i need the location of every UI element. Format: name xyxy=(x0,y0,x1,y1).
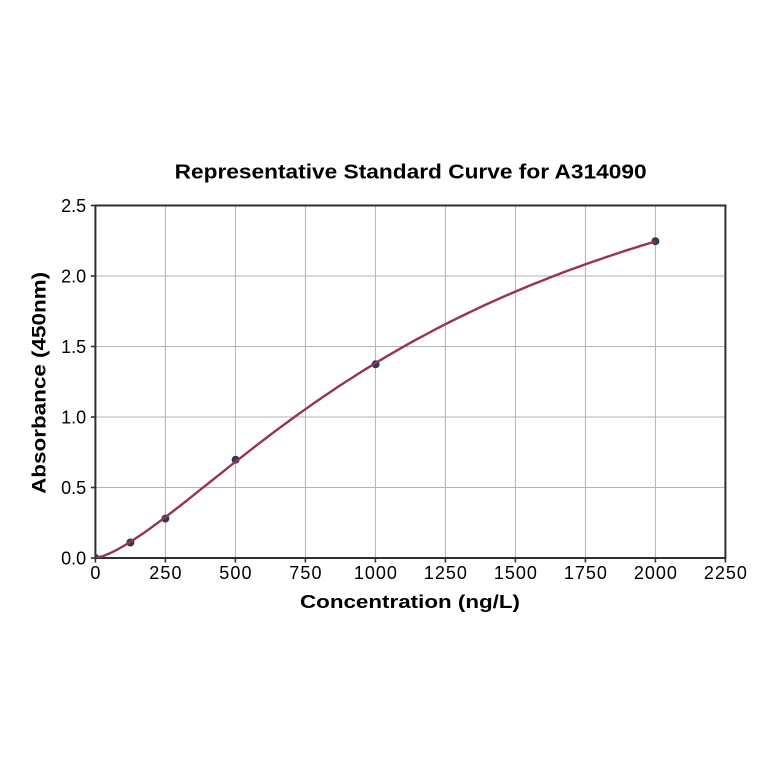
svg-text:0: 0 xyxy=(90,563,100,583)
svg-text:2.0: 2.0 xyxy=(61,267,86,287)
svg-text:1.0: 1.0 xyxy=(61,408,86,428)
svg-text:2.5: 2.5 xyxy=(61,196,86,216)
svg-text:1000: 1000 xyxy=(354,563,397,583)
svg-text:1250: 1250 xyxy=(424,563,467,583)
svg-text:Absorbance (450nm): Absorbance (450nm) xyxy=(29,272,50,494)
svg-text:2000: 2000 xyxy=(634,563,677,583)
svg-text:1500: 1500 xyxy=(494,563,537,583)
svg-text:Concentration (ng/L): Concentration (ng/L) xyxy=(300,592,520,612)
svg-text:500: 500 xyxy=(219,563,251,583)
svg-text:750: 750 xyxy=(289,563,321,583)
svg-text:1750: 1750 xyxy=(564,563,607,583)
svg-text:2250: 2250 xyxy=(704,563,747,583)
svg-text:0.0: 0.0 xyxy=(61,549,86,569)
svg-text:0.5: 0.5 xyxy=(61,478,86,498)
svg-text:250: 250 xyxy=(149,563,181,583)
svg-text:1.5: 1.5 xyxy=(61,337,86,357)
svg-text:Representative Standard Curve: Representative Standard Curve for A31409… xyxy=(175,162,647,184)
